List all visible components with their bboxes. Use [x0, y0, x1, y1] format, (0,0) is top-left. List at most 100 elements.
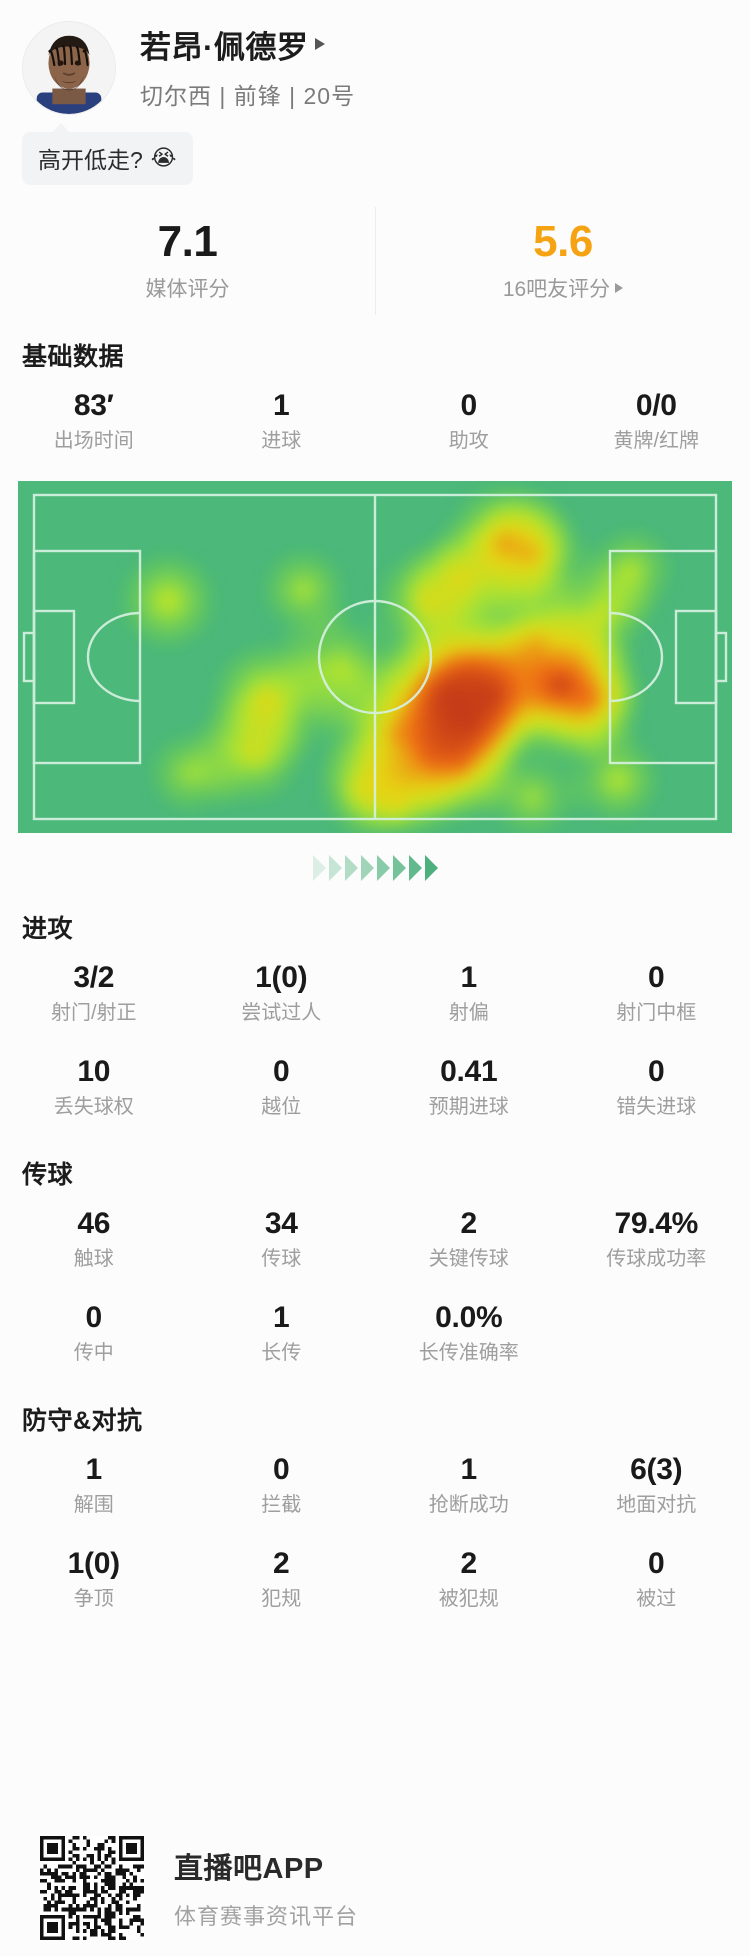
section-title-attack: 进攻 [22, 915, 74, 943]
pitch-lines [22, 493, 728, 821]
stat-woodwork: 0 射门中框 [563, 945, 750, 1039]
player-header: 若昂·佩德罗 切尔西 | 前锋 | 20号 [0, 0, 750, 118]
avatar[interactable] [22, 21, 116, 115]
stat-value: 1(0) [67, 1547, 120, 1580]
stat-value: 0 [273, 1453, 290, 1486]
stat-value: 0.41 [440, 1055, 498, 1088]
stat-value: 0.0% [435, 1301, 503, 1334]
section-title-basic: 基础数据 [22, 343, 125, 371]
stat-key-passes: 2 关键传球 [375, 1191, 563, 1285]
stat-value: 83′ [73, 389, 114, 422]
stat-row-passing-2: 0 传中 1 长传 0.0% 长传准确率 - - [0, 1285, 750, 1379]
stat-value: 0 [273, 1055, 290, 1088]
stat-value: 1 [273, 389, 290, 422]
player-name-row[interactable]: 若昂·佩德罗 [140, 22, 355, 67]
stat-big-chances-missed: 0 错失进球 [563, 1039, 750, 1133]
stat-offside: 0 越位 [188, 1039, 376, 1133]
stat-assists: 0 助攻 [375, 373, 563, 467]
stat-label: 射偏 [448, 1002, 489, 1024]
stat-value: 0 [648, 1055, 665, 1088]
stat-label: 助攻 [448, 430, 489, 452]
qr-code-icon [40, 1836, 144, 1940]
stat-label: 丢失球权 [53, 1096, 134, 1118]
stat-shots-off-target: 1 射偏 [375, 945, 563, 1039]
stat-touches: 46 触球 [0, 1191, 188, 1285]
stat-label: 被过 [636, 1588, 677, 1610]
stat-label: 错失进球 [616, 1096, 697, 1118]
stat-value: 0 [648, 961, 665, 994]
stat-label: 黄牌/红牌 [613, 430, 700, 452]
stat-value: 79.4% [614, 1207, 699, 1240]
sob-emoji-icon: 😭 [150, 145, 177, 170]
heatmap-area [0, 467, 750, 833]
rating-media-label: 媒体评分 [145, 277, 230, 301]
stat-label: 解围 [73, 1494, 114, 1516]
attack-direction-indicator [0, 833, 750, 887]
stat-possession-lost: 10 丢失球权 [0, 1039, 188, 1133]
stat-row-basic-1: 83′ 出场时间 1 进球 0 助攻 0/0 黄牌/红牌 [0, 373, 750, 467]
stat-interceptions: 0 拦截 [188, 1437, 376, 1531]
stat-label: 被犯规 [438, 1588, 499, 1610]
stat-value: 6(3) [630, 1453, 683, 1486]
stat-crosses: 0 传中 [0, 1285, 188, 1379]
stat-row-passing-1: 46 触球 34 传球 2 关键传球 79.4% 传球成功率 [0, 1191, 750, 1285]
stat-label: 尝试过人 [241, 1002, 322, 1024]
stat-label: 越位 [261, 1096, 302, 1118]
stat-label: 传中 [73, 1342, 114, 1364]
stat-dribbled-past: 0 被过 [563, 1531, 750, 1625]
stat-value: 1 [85, 1453, 103, 1486]
section-title-defense: 防守&对抗 [22, 1407, 143, 1435]
chevron-right-icon [392, 855, 406, 881]
stat-label: 长传 [261, 1342, 302, 1364]
comment-tag[interactable]: 高开低走? 😭 [22, 123, 193, 185]
stat-clearances: 1 解围 [0, 1437, 188, 1531]
player-meta: 切尔西 | 前锋 | 20号 [140, 82, 356, 109]
player-name: 若昂·佩德罗 [140, 29, 309, 65]
heatmap-pitch[interactable] [18, 481, 732, 833]
stat-value: 1(0) [255, 961, 308, 994]
stat-tackles-won: 1 抢断成功 [375, 1437, 563, 1531]
stat-minutes: 83′ 出场时间 [0, 373, 188, 467]
section-title-passing: 传球 [22, 1161, 74, 1189]
rating-fans-label: 16吧友评分 [503, 273, 624, 303]
chevron-right-icon [312, 855, 326, 881]
stat-value: 46 [77, 1207, 111, 1240]
stat-pass-accuracy: 79.4% 传球成功率 [563, 1191, 750, 1285]
chevron-right-icon [424, 855, 438, 881]
stat-label: 进球 [261, 430, 302, 452]
stat-fouled: 2 被犯规 [375, 1531, 563, 1625]
rating-fans[interactable]: 5.6 16吧友评分 [375, 207, 750, 315]
stat-value: 2 [460, 1547, 478, 1580]
app-footer: 直播吧APP 体育赛事资讯平台 [0, 1820, 750, 1956]
stat-value: 0 [648, 1547, 665, 1580]
brand-name: 直播吧APP [174, 1853, 324, 1885]
chevron-right-icon [328, 855, 342, 881]
stat-value: 0/0 [635, 389, 677, 422]
stat-label: 触球 [73, 1248, 114, 1270]
stat-value: 0 [85, 1301, 103, 1334]
stat-passes: 34 传球 [188, 1191, 376, 1285]
chevron-right-icon [615, 282, 624, 293]
rating-media-value: 7.1 [157, 216, 218, 266]
stat-value: 2 [273, 1547, 290, 1580]
chevron-right-icon [344, 855, 358, 881]
stat-label: 抢断成功 [428, 1494, 509, 1516]
stat-value: 3/2 [73, 961, 115, 994]
qr-code[interactable] [40, 1836, 144, 1940]
stat-label: 传球成功率 [606, 1248, 707, 1270]
stat-label: 传球 [261, 1248, 302, 1270]
stat-cards: 0/0 黄牌/红牌 [563, 373, 750, 467]
stat-label: 射门中框 [616, 1002, 697, 1024]
comment-tag-text: 高开低走? [38, 147, 143, 173]
stat-value: 2 [460, 1207, 478, 1240]
stat-label: 射门/射正 [50, 1002, 137, 1024]
chevron-right-icon [408, 855, 422, 881]
stat-long-ball-accuracy: 0.0% 长传准确率 [375, 1285, 563, 1379]
chevron-right-icon [360, 855, 374, 881]
ratings-row: 7.1 媒体评分 5.6 16吧友评分 [0, 207, 750, 315]
stat-label: 拦截 [261, 1494, 302, 1516]
brand-block: 直播吧APP 体育赛事资讯平台 [174, 1845, 358, 1931]
stat-aerial-duels: 1(0) 争顶 [0, 1531, 188, 1625]
rating-fans-value: 5.6 [533, 216, 593, 266]
